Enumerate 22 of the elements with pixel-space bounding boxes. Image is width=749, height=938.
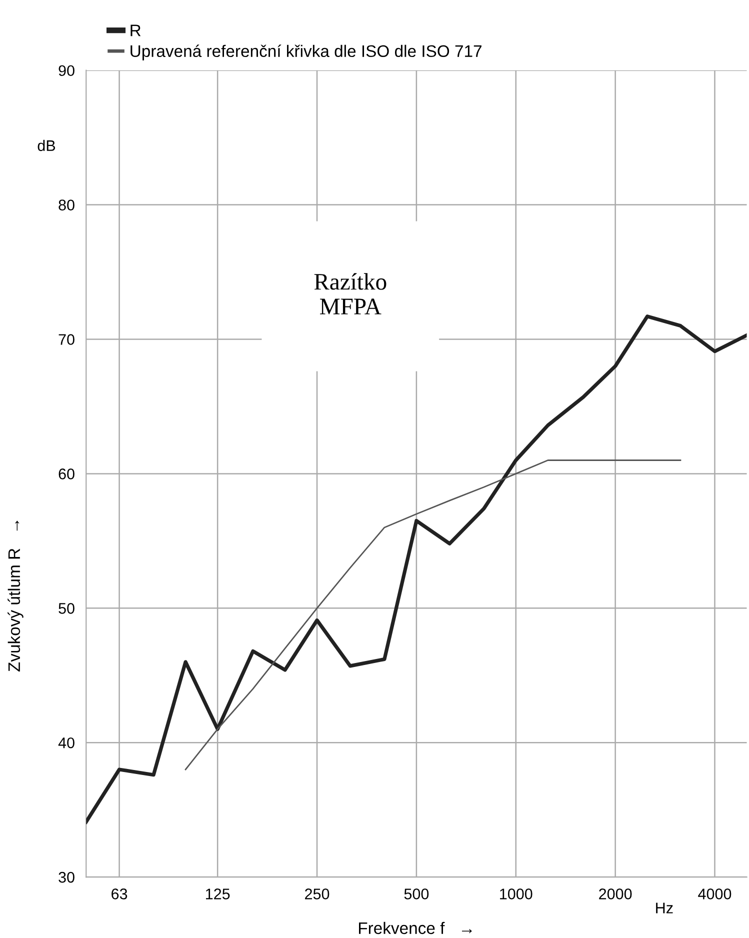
y-tick-label: 30 <box>58 872 74 883</box>
x-tick-label: 4000 <box>698 888 732 900</box>
annotation: Razítko MFPA <box>314 273 386 314</box>
y-tick-label: 40 <box>58 737 74 748</box>
x-axis-title: Frekvence f → <box>359 922 472 934</box>
y-tick-label: 80 <box>58 200 74 210</box>
y-tick-label: 70 <box>58 334 74 345</box>
x-tick-label: 1000 <box>500 888 532 900</box>
y-tick-label: 60 <box>58 468 74 480</box>
legend-label: Upravená referenční křivka dle ISO dle ISO 717 <box>130 44 482 60</box>
y-tick-label: 90 <box>58 65 74 76</box>
y-axis-title: Zvukový útlum R → <box>8 520 24 672</box>
text: Hz <box>656 902 673 914</box>
text: dB <box>38 140 56 152</box>
legend-label: R <box>130 24 141 36</box>
x-tick-label: 63 <box>112 888 128 900</box>
y-tick-label: 50 <box>58 603 74 614</box>
x-tick-label: 250 <box>305 888 330 900</box>
x-tick-label: 125 <box>206 888 230 900</box>
x-tick-label: 2000 <box>599 888 632 900</box>
line-series <box>86 314 747 824</box>
x-tick-label: 500 <box>404 888 429 900</box>
